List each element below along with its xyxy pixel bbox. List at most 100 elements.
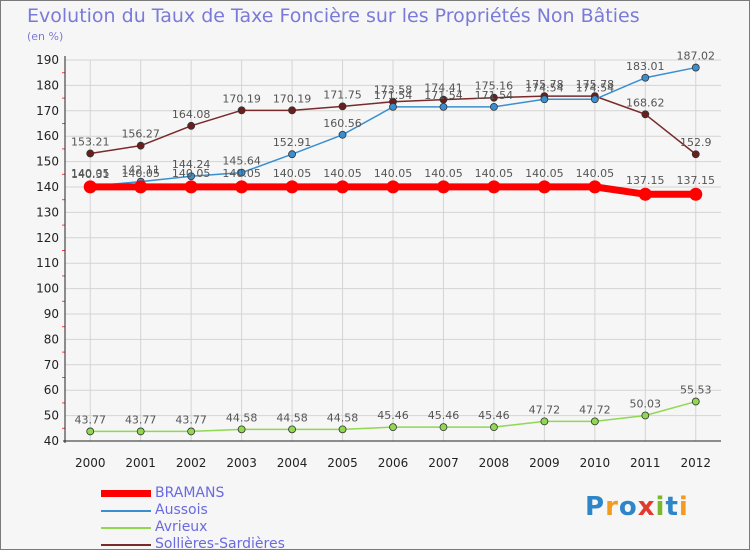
data-label-sollieres-sardieres: 156.27 <box>121 128 160 141</box>
data-label-aussois: 187.02 <box>677 50 716 63</box>
data-labels: 140.05 140.05 140.05 140.05 140.05 140.05 140.… <box>71 50 715 427</box>
data-label-bramans: 140.05 <box>121 167 160 180</box>
data-label-bramans: 140.05 <box>576 167 615 180</box>
y-tick-label: 160 <box>36 129 59 143</box>
data-point-bramans <box>487 180 501 194</box>
data-point-aussois <box>540 95 549 104</box>
y-tick-label: 70 <box>44 358 59 372</box>
legend-swatch-aussois <box>101 510 151 512</box>
data-point-bramans <box>689 187 703 201</box>
data-point-sollieres-sardieres <box>237 106 246 115</box>
data-label-aussois: 152.91 <box>273 136 312 149</box>
logo-letter: r <box>605 492 619 522</box>
data-point-aussois <box>590 95 599 104</box>
data-label-sollieres-sardieres: 170.19 <box>222 92 261 105</box>
data-label-aussois: 145.64 <box>222 155 261 168</box>
data-point-sollieres-sardieres <box>490 93 498 102</box>
y-tick-label: 90 <box>44 307 59 321</box>
x-tick-label: 2006 <box>378 456 409 470</box>
y-tick-label: 80 <box>44 332 59 346</box>
data-label-bramans: 140.05 <box>323 167 362 180</box>
data-label-aussois: 171.54 <box>475 89 514 102</box>
logo-letter: x <box>637 492 656 522</box>
data-point-bramans <box>537 180 551 194</box>
legend-label-bramans: BRAMANS <box>155 485 225 501</box>
data-label-aussois: 140.31 <box>71 168 110 181</box>
data-point-aussois <box>288 150 296 159</box>
y-axis-unit: (en %) <box>27 30 64 43</box>
y-tick-label: 40 <box>44 434 59 448</box>
data-label-bramans: 140.05 <box>475 167 514 180</box>
series-avrieux <box>86 397 700 436</box>
chart-title: Evolution du Taux de Taxe Foncière sur l… <box>27 5 640 27</box>
data-point-avrieux <box>439 423 448 432</box>
data-label-avrieux: 47.72 <box>579 403 611 416</box>
x-tick-labels: 2000 2001 2002 2003 2004 2005 2006 2007 2008 2009… <box>75 456 711 470</box>
x-tick-label: 2009 <box>529 456 560 470</box>
y-tick-label: 180 <box>36 78 59 92</box>
x-tick-label: 2010 <box>580 456 611 470</box>
data-label-bramans: 140.05 <box>374 167 413 180</box>
x-tick-label: 2000 <box>75 456 106 470</box>
data-point-bramans <box>386 180 400 194</box>
data-label-avrieux: 47.72 <box>529 403 561 416</box>
y-tick-label: 150 <box>36 155 59 169</box>
data-point-sollieres-sardieres <box>86 149 95 158</box>
data-label-sollieres-sardieres: 171.75 <box>323 88 362 101</box>
data-point-aussois <box>439 102 448 111</box>
x-tick-label: 2011 <box>630 456 661 470</box>
data-point-avrieux <box>288 425 296 434</box>
axes <box>62 56 721 443</box>
proxiti-logo: Proxiti <box>585 492 689 528</box>
data-point-bramans <box>638 187 652 201</box>
data-point-aussois <box>389 102 397 111</box>
data-point-avrieux <box>136 427 145 436</box>
data-point-avrieux <box>590 417 599 426</box>
logo-letter: P <box>585 492 606 522</box>
data-label-sollieres-sardieres: 152.9 <box>680 136 712 149</box>
data-label-avrieux: 45.46 <box>428 409 460 422</box>
data-label-avrieux: 43.77 <box>125 413 157 426</box>
data-point-aussois <box>187 172 196 181</box>
x-tick-label: 2012 <box>680 456 711 470</box>
data-label-bramans: 140.05 <box>273 167 312 180</box>
data-point-sollieres-sardieres <box>187 121 196 130</box>
data-label-sollieres-sardieres: 153.21 <box>71 135 110 148</box>
data-point-bramans <box>588 180 602 194</box>
data-label-avrieux: 50.03 <box>630 398 662 411</box>
x-tick-label: 2005 <box>327 456 358 470</box>
data-label-aussois: 174.54 <box>576 81 615 94</box>
data-label-avrieux: 45.46 <box>377 409 409 422</box>
data-point-aussois <box>641 73 650 82</box>
grid-lines <box>65 59 721 442</box>
y-tick-label: 120 <box>36 231 59 245</box>
data-label-aussois: 160.56 <box>323 117 362 130</box>
data-point-sollieres-sardieres <box>691 150 700 159</box>
y-tick-label: 190 <box>36 53 59 67</box>
data-label-sollieres-sardieres: 174.41 <box>424 82 463 95</box>
data-point-aussois <box>691 63 700 72</box>
data-label-aussois: 171.54 <box>424 89 463 102</box>
data-point-bramans <box>285 180 299 194</box>
data-label-aussois: 174.54 <box>525 81 564 94</box>
series-layer <box>83 63 703 436</box>
x-tick-label: 2007 <box>428 456 459 470</box>
data-label-avrieux: 45.46 <box>478 409 510 422</box>
data-point-avrieux <box>389 423 397 432</box>
data-label-sollieres-sardieres: 175.78 <box>576 78 615 91</box>
legend-swatch-avrieux <box>101 527 151 529</box>
data-point-avrieux <box>641 411 650 420</box>
y-tick-label: 110 <box>36 256 59 270</box>
logo-letter: o <box>618 492 638 522</box>
data-point-bramans <box>184 180 198 194</box>
y-tick-label: 100 <box>36 282 59 296</box>
legend-swatch-sollieres-sardieres <box>101 544 151 546</box>
logo-letter: i <box>655 492 666 522</box>
data-label-avrieux: 44.58 <box>276 411 308 424</box>
legend-label-sollieres-sardieres: Sollières-Sardières <box>155 536 285 552</box>
data-point-aussois <box>237 168 246 177</box>
data-point-aussois <box>338 130 347 139</box>
x-tick-label: 2003 <box>226 456 257 470</box>
data-label-aussois: 144.24 <box>172 158 211 171</box>
